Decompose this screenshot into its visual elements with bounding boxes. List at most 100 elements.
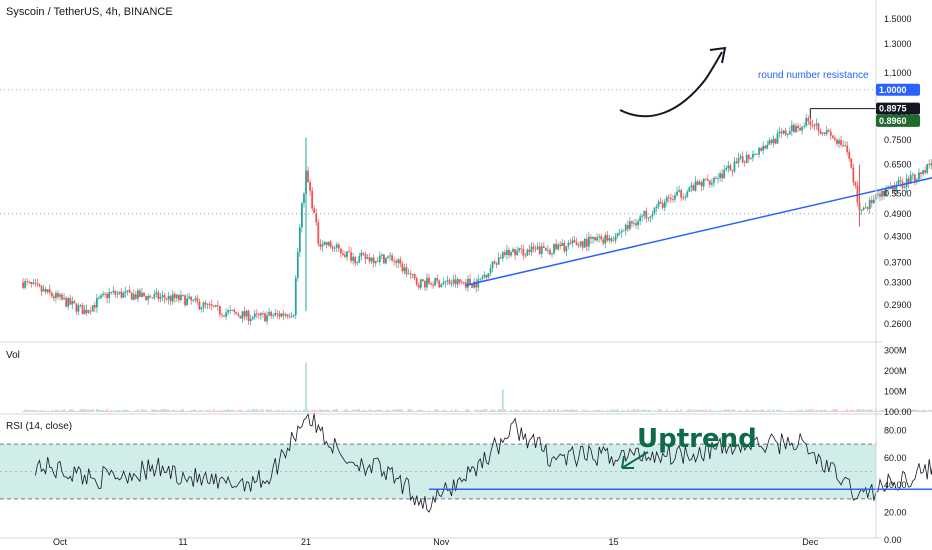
candle-body — [667, 197, 670, 199]
volume-bar — [805, 409, 808, 412]
volume-bar — [700, 409, 703, 412]
volume-bar — [471, 411, 473, 412]
volume-bar — [815, 409, 818, 412]
candle-body — [311, 190, 314, 209]
candle-body — [788, 130, 791, 135]
candle-body — [854, 182, 857, 186]
candle-body — [661, 203, 664, 208]
volume-bar — [487, 411, 490, 412]
volume-bar — [905, 409, 908, 412]
candle-body — [391, 255, 393, 261]
candle-body — [255, 313, 258, 315]
volume-bar — [415, 410, 418, 412]
volume-bar — [342, 410, 344, 412]
candle-body — [30, 281, 33, 285]
volume-bar — [221, 410, 223, 412]
volume-bar — [907, 410, 910, 412]
candle-body — [747, 154, 750, 159]
candle-body — [126, 290, 129, 292]
candle-body — [36, 283, 39, 285]
volume-bar — [346, 409, 348, 412]
volume-bar — [635, 409, 637, 412]
candle-body — [477, 279, 480, 288]
volume-bar — [592, 410, 594, 412]
candle-body — [916, 179, 918, 181]
volume-bar — [520, 411, 523, 412]
volume-bar — [778, 409, 781, 412]
candle-body — [497, 257, 500, 265]
volume-bar — [540, 411, 543, 412]
volume-bar — [309, 410, 311, 412]
volume-bar — [749, 410, 752, 412]
volume-bar — [399, 409, 402, 412]
candle-body — [590, 236, 592, 239]
candle-body — [583, 238, 586, 248]
candle-body — [493, 261, 496, 264]
candle-body — [491, 261, 494, 269]
candle-body — [795, 125, 797, 133]
candle-body — [290, 315, 293, 317]
volume-bar — [598, 409, 601, 412]
volume-bar — [137, 409, 139, 412]
volume-bar — [63, 409, 65, 412]
volume-bar — [229, 409, 232, 412]
candle-body — [852, 167, 855, 183]
volume-bar — [206, 410, 209, 412]
candle-body — [344, 254, 346, 257]
candle-body — [368, 257, 371, 262]
candle-body — [838, 140, 840, 144]
volume-bar — [536, 410, 539, 412]
candle-body — [399, 259, 402, 264]
candle-body — [270, 312, 273, 317]
candle-body — [104, 293, 106, 295]
volume-bar — [424, 410, 426, 412]
volume-bar — [655, 410, 658, 412]
candle-body — [620, 230, 623, 233]
volume-bar — [585, 410, 588, 412]
volume-bar — [34, 409, 37, 412]
candle-body — [495, 263, 498, 265]
volume-bar — [376, 409, 379, 412]
candle-body — [706, 179, 709, 181]
candle-body — [335, 244, 338, 248]
candle-body — [171, 294, 174, 302]
volume-bar — [567, 410, 570, 412]
candle-body — [784, 130, 787, 135]
candle-body — [731, 170, 734, 172]
candle-body — [395, 260, 398, 263]
candle-body — [639, 216, 642, 222]
candle-body — [315, 213, 318, 223]
candle-body — [63, 298, 65, 300]
candle-body — [294, 278, 297, 316]
volume-bar — [542, 409, 545, 412]
candle-body — [911, 174, 914, 176]
candle-body — [415, 278, 418, 285]
candle-body — [717, 178, 719, 179]
volume-bar — [262, 409, 264, 412]
candle-body — [641, 215, 644, 217]
candle-body — [296, 252, 299, 279]
volume-bar — [190, 409, 193, 412]
volume-bar — [698, 409, 701, 412]
volume-bar — [212, 409, 215, 412]
candle-body — [864, 207, 867, 209]
volume-bar — [823, 409, 826, 412]
volume-bar — [739, 409, 742, 412]
volume-bar — [315, 409, 318, 412]
volume-bar — [760, 409, 762, 412]
candle-body — [241, 311, 244, 319]
candle-body — [614, 236, 617, 241]
volume-bar — [50, 410, 53, 412]
candle-body — [688, 187, 691, 192]
candle-body — [881, 190, 883, 197]
candle-body — [366, 257, 369, 259]
candle-body — [153, 294, 156, 298]
volume-bar — [590, 410, 592, 412]
volume-bar — [692, 409, 695, 412]
candle-body — [489, 268, 492, 274]
volume-bar — [762, 409, 765, 412]
candle-body — [50, 292, 53, 297]
volume-bar — [670, 410, 672, 412]
candle-body — [137, 290, 139, 299]
volume-bar — [139, 410, 141, 412]
